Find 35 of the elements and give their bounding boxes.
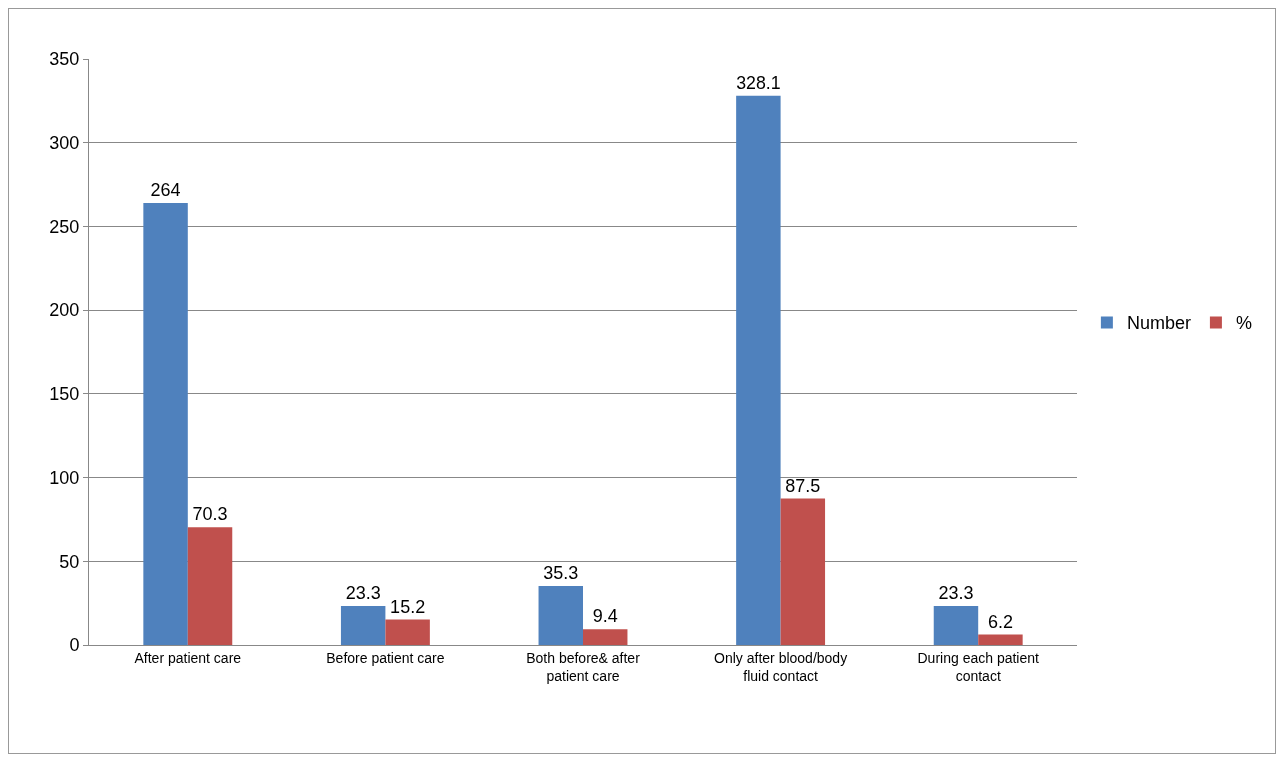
legend-label: % (1235, 313, 1252, 334)
y-tick-label: 300 (49, 133, 80, 154)
bar (187, 527, 233, 645)
bar (780, 498, 826, 645)
y-tick-label: 250 (49, 216, 80, 237)
bar (978, 634, 1023, 645)
x-tick-label: Before patient care (326, 649, 445, 666)
legend-label: Number (1126, 313, 1191, 334)
x-tick-label: After patient care (134, 649, 242, 666)
data-label: 23.3 (345, 582, 381, 603)
data-label: 23.3 (938, 582, 974, 603)
x-tick-label: During each patient contact (917, 649, 1040, 684)
data-label: 328.1 (736, 72, 781, 93)
data-label: 70.3 (192, 504, 228, 525)
data-label: 35.3 (543, 562, 579, 583)
y-tick-label: 0 (69, 635, 80, 656)
data-label: 87.5 (785, 475, 821, 496)
x-tick-label: Only after blood/body fluid contact (714, 649, 848, 684)
y-tick-label: 100 (49, 467, 80, 488)
bar (385, 619, 430, 645)
bar (583, 629, 628, 645)
data-label: 9.4 (592, 606, 618, 627)
bar (143, 202, 188, 645)
data-label: 15.2 (390, 596, 426, 617)
data-label: 264 (150, 179, 181, 200)
x-tick-label: Both before& after patient care (526, 649, 641, 684)
data-label: 6.2 (987, 611, 1013, 632)
bar (933, 605, 979, 645)
y-tick-label: 200 (49, 300, 80, 321)
bar (340, 605, 386, 645)
bar (538, 585, 583, 645)
y-tick-label: 150 (49, 384, 80, 405)
bar (736, 95, 781, 645)
y-tick-label: 350 (49, 49, 80, 70)
y-tick-label: 50 (59, 551, 80, 572)
